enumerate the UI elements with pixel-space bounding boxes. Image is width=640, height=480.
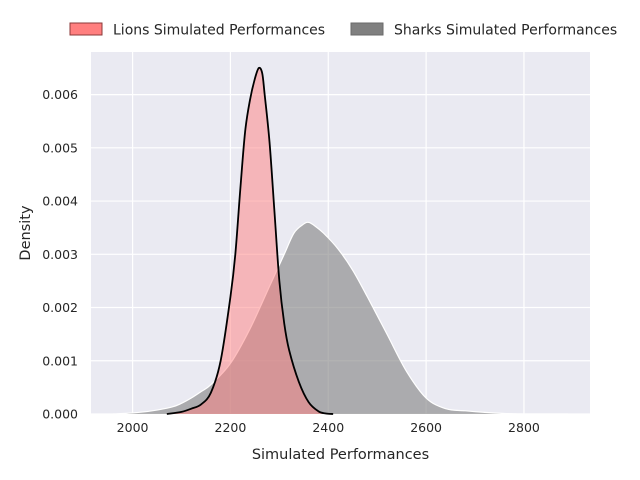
x-tick-label-2: 2400	[312, 420, 344, 435]
series-area-1	[113, 222, 568, 414]
series-area-0	[166, 67, 334, 414]
grid-lines	[91, 52, 590, 415]
legend-swatch-1	[350, 22, 384, 36]
x-tick-label-4: 2800	[508, 420, 540, 435]
series-line-0	[166, 66, 334, 415]
y-tick-labels: 0.000 0.001 0.002 0.003 0.004 0.005 0.006	[42, 87, 78, 421]
y-tick-label-6: 0.006	[42, 87, 78, 102]
y-tick-label-2: 0.002	[42, 300, 78, 315]
legend-label-0: Lions Simulated Performances	[113, 23, 325, 39]
y-tick-label-5: 0.005	[42, 140, 78, 155]
x-tick-label-1: 2200	[215, 420, 247, 435]
y-tick-label-3: 0.003	[42, 247, 78, 262]
x-axis-label: Simulated Performances	[252, 447, 429, 463]
legend-label-1: Sharks Simulated Performances	[394, 23, 617, 39]
y-tick-label-1: 0.001	[42, 353, 78, 368]
x-tick-labels: 2000 2200 2400 2600 2800	[117, 420, 540, 435]
legend-swatch-0	[69, 22, 103, 36]
x-tick-label-3: 2600	[410, 420, 442, 435]
series-areas	[112, 66, 568, 415]
y-tick-label-4: 0.004	[42, 194, 78, 209]
series-line-1	[112, 221, 568, 415]
y-axis-label: Density	[18, 205, 34, 261]
x-tick-label-0: 2000	[117, 420, 149, 435]
legend: Lions Simulated Performances Sharks Simul…	[69, 22, 617, 39]
y-tick-label-0: 0.000	[42, 407, 78, 422]
